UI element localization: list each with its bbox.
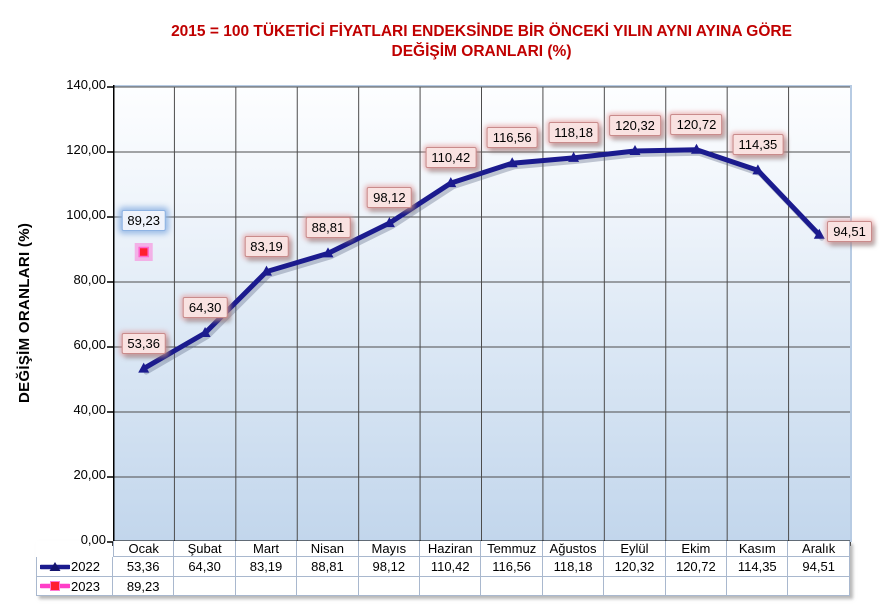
data-table: Ocak Şubat Mart Nisan Mayıs Haziran Temmuz Ağus… bbox=[36, 541, 850, 596]
series-2022-marker bbox=[568, 151, 580, 162]
series-2022-marker bbox=[322, 247, 334, 258]
legend-cell-2023: 2023 bbox=[36, 577, 113, 596]
month-header-cell: Kasım bbox=[727, 541, 789, 557]
month-header-cell: Mayıs bbox=[358, 541, 421, 557]
chart-svg bbox=[107, 85, 851, 546]
legend-label-2022: 2022 bbox=[71, 559, 100, 574]
value-cell-2022: 64,30 bbox=[174, 557, 236, 577]
series-2022-marker bbox=[629, 145, 641, 155]
legend-cell-2022: 2022 bbox=[36, 557, 113, 577]
legend-key-2023 bbox=[40, 581, 70, 591]
series-2022-marker bbox=[506, 157, 518, 168]
series-2022-marker bbox=[138, 362, 150, 373]
month-header-cell: Ekim bbox=[665, 541, 728, 557]
series-2022-marker bbox=[199, 327, 211, 337]
month-header-cell: Ağustos bbox=[542, 541, 605, 557]
series-2022-marker bbox=[383, 217, 395, 228]
value-cell-2022: 120,32 bbox=[604, 557, 666, 577]
series-2022-marker bbox=[445, 177, 457, 188]
series-2023-marker-glow bbox=[134, 243, 153, 262]
value-cell-2023 bbox=[665, 577, 728, 596]
value-cell-2022: 88,81 bbox=[297, 557, 359, 577]
value-cell-2023 bbox=[542, 577, 605, 596]
series-2022-marker bbox=[261, 265, 272, 276]
value-cell-2023 bbox=[420, 577, 482, 596]
series-2022-line bbox=[141, 147, 822, 372]
month-header-cell: Aralık bbox=[788, 541, 850, 557]
month-header-cell: Temmuz bbox=[481, 541, 543, 557]
month-header-cell: Haziran bbox=[420, 541, 482, 557]
value-cell-2023 bbox=[481, 577, 543, 596]
value-cell-2022: 120,72 bbox=[665, 557, 728, 577]
value-cell-2023: 89,23 bbox=[113, 577, 175, 596]
data-label-2022: 53,36 bbox=[121, 332, 166, 354]
series-2023-marker bbox=[138, 246, 149, 258]
chart-title: 2015 = 100 TÜKETİCİ FİYATLARI ENDEKSİNDE… bbox=[113, 22, 850, 62]
y-axis-title: DEĞİŞİM ORANLARI (%) bbox=[16, 222, 33, 403]
value-cell-2023 bbox=[604, 577, 666, 596]
data-label-2022: 120,72 bbox=[670, 113, 723, 135]
value-cell-2022: 116,56 bbox=[481, 557, 543, 577]
chart-title-line1: 2015 = 100 TÜKETİCİ FİYATLARI ENDEKSİNDE… bbox=[171, 23, 792, 40]
value-cell-2023 bbox=[727, 577, 789, 596]
data-label-2022: 120,32 bbox=[609, 114, 661, 136]
y-tick-label: 60,00 bbox=[73, 337, 106, 352]
value-cell-2023 bbox=[235, 577, 298, 596]
month-header-cell: Mart bbox=[235, 541, 298, 557]
value-cell-2023 bbox=[174, 577, 236, 596]
series-2022-marker bbox=[813, 228, 825, 239]
y-tick-label: 80,00 bbox=[73, 272, 106, 287]
y-tick-label: 140,00 bbox=[66, 77, 106, 92]
data-label-2022: 110,42 bbox=[425, 147, 477, 169]
value-cell-2022: 83,19 bbox=[235, 557, 298, 577]
data-label-2022: 98,12 bbox=[367, 187, 412, 209]
value-cell-2023 bbox=[788, 577, 850, 596]
y-tick-label: 100,00 bbox=[66, 207, 106, 222]
value-cell-2022: 98,12 bbox=[358, 557, 421, 577]
legend-label-2023: 2023 bbox=[71, 578, 100, 594]
table-corner-blank bbox=[36, 541, 113, 557]
y-tick-label: 20,00 bbox=[73, 467, 106, 482]
month-header-cell: Şubat bbox=[174, 541, 236, 557]
data-label-2022: 88,81 bbox=[305, 217, 351, 239]
value-cell-2023 bbox=[297, 577, 359, 596]
legend-key-2022 bbox=[40, 561, 70, 571]
data-label-2023: 89,23 bbox=[121, 210, 166, 231]
data-label-2022: 116,56 bbox=[486, 127, 538, 149]
data-label-2022: 114,35 bbox=[732, 134, 784, 156]
y-tick-label: 120,00 bbox=[66, 142, 106, 157]
data-label-2022: 83,19 bbox=[244, 235, 289, 257]
data-label-2022: 94,51 bbox=[827, 220, 872, 242]
y-tick-label: 0,00 bbox=[80, 532, 106, 547]
y-tick-label: 40,00 bbox=[73, 402, 106, 417]
value-cell-2022: 114,35 bbox=[727, 557, 789, 577]
series-2022-line-shadow bbox=[143, 150, 825, 375]
month-header-cell: Eylül bbox=[604, 541, 666, 557]
value-cell-2022: 118,18 bbox=[542, 557, 605, 577]
value-cell-2022: 94,51 bbox=[788, 557, 850, 577]
value-cell-2022: 110,42 bbox=[420, 557, 482, 577]
data-label-2022: 64,30 bbox=[182, 297, 228, 319]
month-header-cell: Ocak bbox=[113, 541, 175, 557]
series-2022-marker bbox=[752, 164, 764, 175]
value-cell-2022: 53,36 bbox=[113, 557, 175, 577]
series-2022-marker bbox=[691, 143, 702, 154]
month-header-cell: Nisan bbox=[297, 541, 359, 557]
chart-title-line2: DEĞİŞİM ORANLARI (%) bbox=[391, 43, 572, 60]
value-cell-2023 bbox=[358, 577, 421, 596]
data-label-2022: 118,18 bbox=[548, 121, 600, 143]
plot-area bbox=[107, 85, 852, 546]
